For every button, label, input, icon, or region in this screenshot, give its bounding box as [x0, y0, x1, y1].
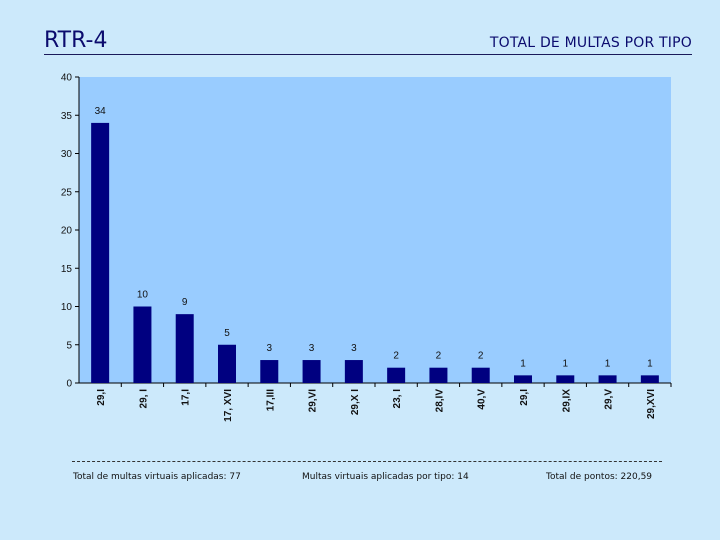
bar	[556, 375, 575, 383]
data-label: 34	[95, 106, 107, 117]
y-tick-label: 20	[61, 226, 73, 237]
y-tick-label: 30	[61, 149, 73, 160]
data-label: 5	[224, 328, 230, 339]
x-tick-label: 17,I	[181, 389, 192, 406]
x-tick-label: 29, I	[138, 389, 149, 409]
bar	[133, 306, 152, 383]
y-tick-label: 40	[61, 73, 73, 84]
footer-divider	[72, 461, 662, 462]
bar	[260, 360, 279, 383]
y-tick-label: 0	[66, 379, 72, 390]
total-pontos-label: Total de pontos: 220,59	[546, 472, 653, 482]
data-label: 3	[309, 343, 315, 354]
x-tick-label: 28,IV	[434, 389, 445, 413]
bar	[429, 367, 448, 383]
bar	[175, 314, 194, 383]
x-tick-label: 29,VI	[308, 389, 319, 413]
x-tick-label: 29,X I	[350, 389, 361, 415]
x-tick-label: 23, I	[392, 389, 403, 409]
y-tick-label: 15	[61, 264, 73, 275]
header: RTR-4 TOTAL DE MULTAS POR TIPO	[44, 28, 692, 55]
data-label: 9	[182, 297, 188, 308]
data-label: 1	[647, 358, 653, 369]
x-tick-label: 29,I	[519, 389, 530, 406]
bar	[302, 360, 321, 383]
x-tick-label: 17,III	[265, 389, 276, 411]
y-tick-label: 35	[61, 111, 73, 122]
bar	[514, 375, 532, 383]
data-label: 1	[563, 358, 569, 369]
bar	[387, 367, 406, 383]
x-tick-label: 29,V	[604, 389, 615, 410]
bar	[640, 375, 659, 383]
y-tick-label: 25	[61, 187, 73, 198]
x-tick-label: 17, XVI	[223, 389, 234, 422]
data-label: 1	[520, 358, 526, 369]
data-label: 2	[478, 351, 484, 362]
bar	[344, 360, 363, 383]
plot-area	[79, 77, 671, 383]
data-label: 2	[436, 351, 442, 362]
total-multas-label: Total de multas virtuais aplicadas: 77	[73, 472, 241, 482]
x-tick-label: 40,V	[477, 389, 488, 410]
bar	[91, 122, 110, 384]
data-label: 3	[351, 343, 357, 354]
bar	[471, 367, 490, 383]
data-label: 10	[137, 290, 149, 301]
x-tick-label: 29,XVI	[646, 389, 657, 419]
chart-title: TOTAL DE MULTAS POR TIPO	[489, 35, 692, 51]
slide-title: RTR-4	[44, 28, 108, 53]
bar	[598, 375, 617, 383]
y-tick-label: 10	[61, 302, 73, 313]
data-label: 1	[605, 358, 611, 369]
data-label: 2	[393, 351, 399, 362]
data-label: 3	[267, 343, 273, 354]
x-tick-label: 29,I	[96, 389, 107, 406]
x-tick-label: 29,IX	[561, 389, 572, 413]
multas-por-tipo-label: Multas virtuais aplicadas por tipo: 14	[302, 472, 469, 482]
y-tick-label: 5	[66, 340, 72, 351]
bar	[218, 344, 236, 383]
